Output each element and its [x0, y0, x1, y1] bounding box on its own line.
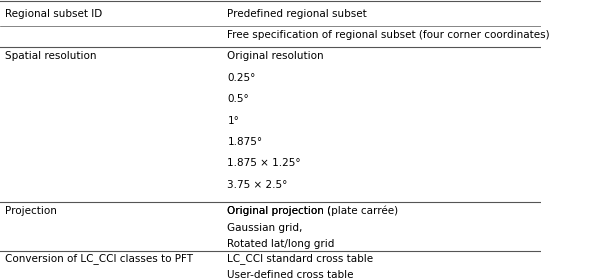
Text: Free specification of regional subset (four corner coordinates): Free specification of regional subset (f…	[227, 30, 550, 40]
Text: Gaussian grid,: Gaussian grid,	[227, 223, 303, 233]
Text: Original projection (⁠plate carrée⁠): Original projection (⁠plate carrée⁠)	[227, 206, 399, 216]
Text: Original projection (: Original projection (	[227, 206, 331, 216]
Text: Regional subset ID: Regional subset ID	[5, 9, 103, 19]
Text: Original resolution: Original resolution	[227, 51, 324, 61]
Text: 3.75 × 2.5°: 3.75 × 2.5°	[227, 180, 288, 190]
Text: Conversion of LC_CCI classes to PFT: Conversion of LC_CCI classes to PFT	[5, 254, 194, 264]
Text: Projection: Projection	[5, 206, 57, 216]
Text: Spatial resolution: Spatial resolution	[5, 51, 97, 61]
Text: 1.875 × 1.25°: 1.875 × 1.25°	[227, 158, 301, 168]
Text: User-defined cross table: User-defined cross table	[227, 270, 354, 278]
Text: 1.875°: 1.875°	[227, 137, 262, 147]
Text: 0.25°: 0.25°	[227, 73, 256, 83]
Text: 0.5°: 0.5°	[227, 94, 249, 104]
Text: LC_CCI standard cross table: LC_CCI standard cross table	[227, 254, 374, 264]
Text: 1°: 1°	[227, 116, 239, 126]
Text: Predefined regional subset: Predefined regional subset	[227, 9, 367, 19]
Text: Rotated lat/long grid: Rotated lat/long grid	[227, 239, 335, 249]
